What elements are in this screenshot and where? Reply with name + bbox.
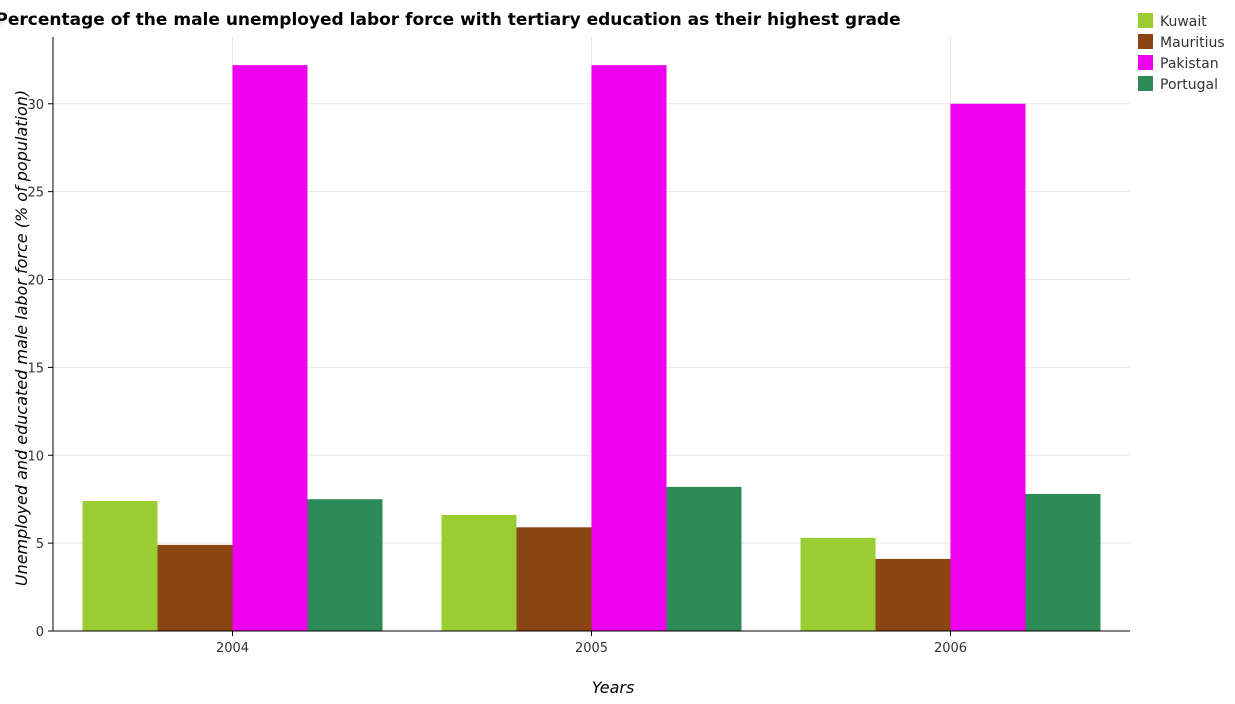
y-tick-label: 10 bbox=[27, 449, 44, 464]
bar-mauritius-2005 bbox=[516, 527, 592, 631]
legend-label-portugal: Portugal bbox=[1160, 77, 1218, 93]
bar-mauritius-2004 bbox=[157, 544, 233, 631]
y-tick-label: 25 bbox=[27, 186, 44, 201]
bar-portugal-2004 bbox=[307, 499, 383, 631]
x-tick-label: 2005 bbox=[575, 641, 608, 656]
bar-portugal-2005 bbox=[666, 486, 742, 631]
x-axis-label: Years bbox=[592, 678, 635, 697]
y-tick-label: 30 bbox=[27, 98, 44, 113]
chart-title: Percentage of the male unemployed labor … bbox=[0, 10, 901, 30]
x-tick-label: 2006 bbox=[934, 641, 967, 656]
bar-kuwait-2004 bbox=[82, 500, 158, 631]
y-tick-label: 5 bbox=[36, 537, 44, 552]
legend-swatch-kuwait bbox=[1138, 13, 1153, 28]
axes: 0 5 10 15 20 25 30 2004 2005 2006 bbox=[27, 37, 1130, 656]
legend-label-mauritius: Mauritius bbox=[1160, 35, 1225, 51]
y-axis-label: Unemployed and educated male labor force… bbox=[12, 90, 31, 586]
legend-swatch-mauritius bbox=[1138, 34, 1153, 49]
legend-label-kuwait: Kuwait bbox=[1160, 14, 1207, 30]
y-tick-label: 0 bbox=[36, 625, 44, 640]
bar-pakistan-2006 bbox=[950, 103, 1026, 631]
bar-pakistan-2005 bbox=[591, 65, 667, 631]
bars bbox=[82, 65, 1101, 631]
y-tick-label: 15 bbox=[27, 361, 44, 376]
bar-mauritius-2006 bbox=[875, 558, 951, 631]
bar-kuwait-2005 bbox=[441, 515, 517, 631]
legend: Kuwait Mauritius Pakistan Portugal bbox=[1138, 13, 1225, 93]
bar-kuwait-2006 bbox=[800, 537, 876, 631]
legend-label-pakistan: Pakistan bbox=[1160, 56, 1219, 72]
legend-swatch-pakistan bbox=[1138, 55, 1153, 70]
x-tick-label: 2004 bbox=[216, 641, 249, 656]
bar-portugal-2006 bbox=[1025, 493, 1101, 631]
legend-swatch-portugal bbox=[1138, 76, 1153, 91]
bar-pakistan-2004 bbox=[232, 65, 308, 631]
y-tick-label: 20 bbox=[27, 274, 44, 289]
